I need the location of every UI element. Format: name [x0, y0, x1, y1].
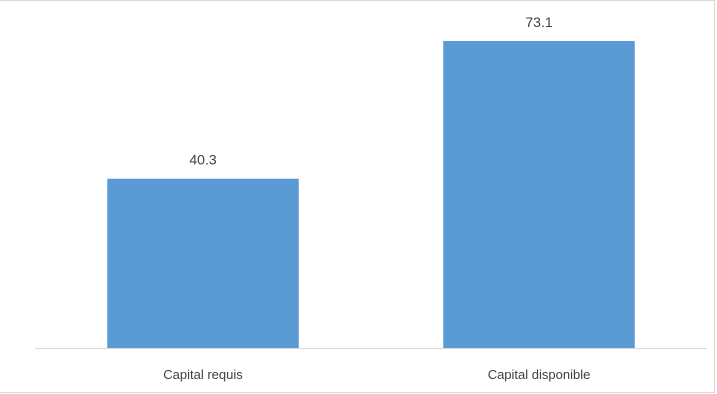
- data-label: 73.1: [525, 14, 552, 30]
- bar: [107, 178, 299, 348]
- x-tick-label: Capital requis: [163, 367, 243, 382]
- x-tick-label: Capital disponible: [488, 367, 591, 382]
- bar: [443, 40, 635, 348]
- x-tick-labels-group: Capital requis Capital disponible: [163, 367, 590, 382]
- data-label: 40.3: [189, 152, 216, 168]
- data-labels-group: 40.3 73.1: [189, 14, 552, 168]
- bars-group: [107, 40, 635, 348]
